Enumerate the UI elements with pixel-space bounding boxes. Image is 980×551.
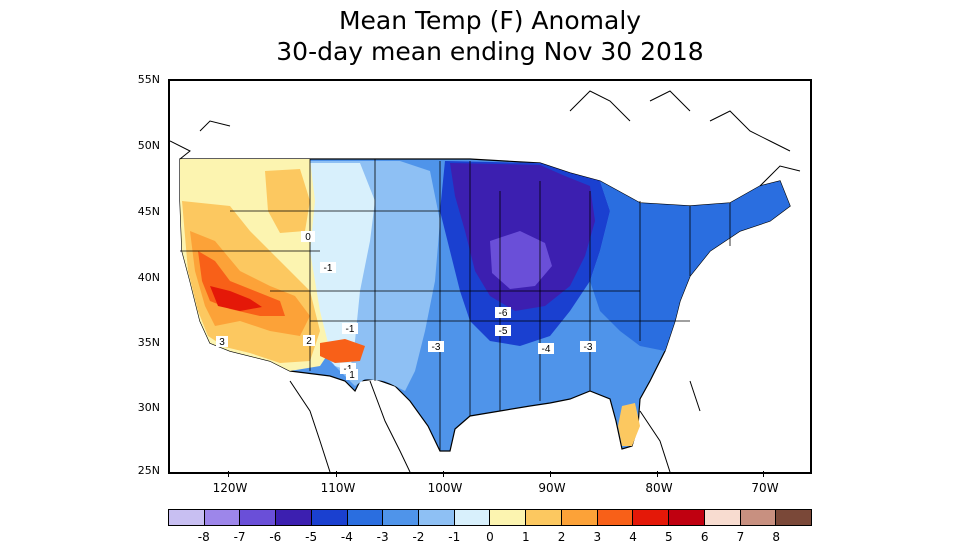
southwest-warm-spot xyxy=(320,339,365,363)
colorbar-label: 7 xyxy=(736,530,745,544)
northwest-warm-spot xyxy=(265,169,310,233)
lon-label-110w: 110W xyxy=(320,481,356,495)
colorbar-swatch xyxy=(240,510,277,525)
map-title: Mean Temp (F) Anomaly xyxy=(338,6,642,35)
contour-label: 1 xyxy=(349,370,355,381)
colorbar-label: -7 xyxy=(233,530,246,544)
lat-label-50n: 50N xyxy=(137,139,160,152)
colorbar-label: -6 xyxy=(269,530,282,544)
contour-label: 3 xyxy=(219,337,225,348)
colorbar-label: -3 xyxy=(376,530,389,544)
colorbar-swatch xyxy=(383,510,420,525)
colorbar-label: 4 xyxy=(629,530,637,544)
colorbar-swatch xyxy=(776,510,811,525)
colorbar-label: 5 xyxy=(665,530,673,544)
colorbar-swatch xyxy=(490,510,527,525)
contour-label: -5 xyxy=(499,326,508,337)
lat-label-40n: 40N xyxy=(137,271,160,284)
state-boundaries xyxy=(180,159,731,451)
lat-label-25n: 25N xyxy=(137,464,160,477)
colorbar-swatch xyxy=(204,510,241,525)
colorbar-label: 3 xyxy=(593,530,602,544)
colorbar-swatch xyxy=(276,510,312,525)
colorbar-swatch xyxy=(419,510,455,525)
colorbar-label: -4 xyxy=(340,530,353,544)
contour-label: -6 xyxy=(499,308,508,319)
lon-label-80w: 80W xyxy=(645,481,673,495)
florida-warm xyxy=(618,403,640,446)
lon-tick xyxy=(443,471,444,477)
colorbar xyxy=(168,509,812,526)
contour-label: -1 xyxy=(346,324,355,335)
west-warm-red xyxy=(210,286,262,311)
colorbar-swatch xyxy=(347,510,384,525)
contour-label: 0 xyxy=(305,232,311,243)
lat-label-30n: 30N xyxy=(137,401,160,414)
lat-label-35n: 35N xyxy=(137,336,160,349)
contour-label: 2 xyxy=(306,336,312,347)
lon-tick xyxy=(336,471,337,477)
colorbar-swatch xyxy=(526,510,562,525)
colorbar-label: 2 xyxy=(557,530,566,544)
colorbar-label: 6 xyxy=(700,530,709,544)
lon-label-70w: 70W xyxy=(751,481,779,495)
contour-labels: 0 -1 -1 -1 1 2 3 -6 -5 -3 -4 -3 xyxy=(216,231,596,381)
cold-purple-core xyxy=(490,231,552,289)
colorbar-label: 0 xyxy=(486,530,494,544)
colorbar-swatch xyxy=(311,510,348,525)
map-panel: 0 -1 -1 -1 1 2 3 -6 -5 -3 -4 -3 xyxy=(168,79,812,474)
colorbar-swatch xyxy=(597,510,634,525)
colorbar-swatch xyxy=(633,510,670,525)
lon-tick xyxy=(657,471,658,477)
map-subtitle: 30-day mean ending Nov 30 2018 xyxy=(276,37,704,66)
lon-label-100w: 100W xyxy=(427,481,463,495)
colorbar-swatch xyxy=(704,510,741,525)
lat-label-55n: 55N xyxy=(137,73,160,86)
colorbar-label: 8 xyxy=(772,530,781,544)
contour-label: -3 xyxy=(584,342,593,353)
colorbar-label: -2 xyxy=(412,530,425,544)
colorbar-swatch xyxy=(740,510,777,525)
coastlines xyxy=(170,90,801,472)
colorbar-swatch xyxy=(561,510,598,525)
lon-label-90w: 90W xyxy=(538,481,566,495)
colorbar-swatch xyxy=(454,510,491,525)
contour-label: -1 xyxy=(324,263,333,274)
contour-label: -3 xyxy=(432,342,441,353)
colorbar-label: -5 xyxy=(305,530,318,544)
colorbar-label: -1 xyxy=(448,530,461,544)
lon-tick xyxy=(228,471,229,477)
lat-label-45n: 45N xyxy=(137,205,160,218)
colorbar-swatch xyxy=(169,510,205,525)
colorbar-label: 1 xyxy=(521,530,530,544)
lon-tick xyxy=(763,471,764,477)
lon-tick xyxy=(550,471,551,477)
lon-label-120w: 120W xyxy=(212,481,248,495)
contour-label: -4 xyxy=(542,344,551,355)
colorbar-swatch xyxy=(669,510,705,525)
colorbar-label: -8 xyxy=(197,530,210,544)
anomaly-map: 0 -1 -1 -1 1 2 3 -6 -5 -3 -4 -3 xyxy=(170,90,801,472)
